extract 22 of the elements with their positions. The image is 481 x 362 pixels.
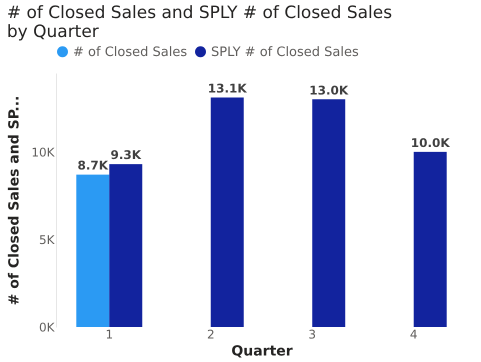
y-axis-title: # of Closed Sales and SP... bbox=[6, 96, 22, 306]
y-tick-label: 0K bbox=[38, 320, 56, 334]
chart-title: # of Closed Sales and SPLY # of Closed Sales by Quarter bbox=[6, 3, 392, 42]
data-label: 13.1K bbox=[208, 82, 248, 96]
legend-label: # of Closed Sales bbox=[73, 44, 188, 60]
data-label: 8.7K bbox=[78, 158, 109, 173]
x-axis-title: Quarter bbox=[231, 344, 293, 360]
bar bbox=[210, 98, 244, 327]
x-tick-label: 2 bbox=[206, 328, 215, 342]
bar bbox=[312, 99, 346, 327]
x-tick-label: 4 bbox=[410, 328, 418, 342]
bar bbox=[109, 164, 142, 327]
x-tick-label: 3 bbox=[308, 328, 316, 342]
data-label: 9.3K bbox=[110, 148, 142, 162]
y-tick-label: 10K bbox=[31, 145, 56, 160]
legend-label: SPLY # of Closed Sales bbox=[211, 44, 359, 60]
data-label: 10.0K bbox=[410, 136, 450, 150]
bar bbox=[76, 174, 110, 327]
data-label: 13.0K bbox=[309, 83, 349, 98]
bar bbox=[414, 152, 447, 327]
y-tick-label: 5K bbox=[38, 232, 56, 247]
x-tick-label: 1 bbox=[105, 328, 114, 342]
